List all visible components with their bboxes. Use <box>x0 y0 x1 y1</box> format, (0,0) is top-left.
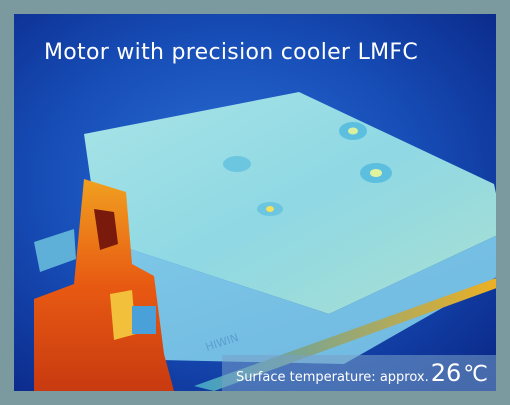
temperature-value: 26 <box>430 359 462 387</box>
flange-bolt <box>110 290 136 340</box>
image-title: Motor with precision cooler LMFC <box>44 40 419 65</box>
temperature-label: Surface temperature: approx. <box>235 370 429 385</box>
hot-flange <box>34 179 174 391</box>
box-top-face <box>84 92 496 314</box>
temperature-unit: ℃ <box>463 362 488 387</box>
thermal-image: HIWIN <box>14 14 496 391</box>
temperature-readout: Surface temperature: approx.26℃ <box>236 359 488 387</box>
screw-holes <box>223 122 392 216</box>
box-front-face <box>99 235 496 364</box>
temperature-overlay: Surface temperature: approx.26℃ <box>222 355 496 391</box>
thermal-photo: HIWIN <box>14 14 496 391</box>
bracket-left <box>34 229 76 272</box>
flange-gap <box>132 306 156 334</box>
flange-slot <box>94 209 118 250</box>
